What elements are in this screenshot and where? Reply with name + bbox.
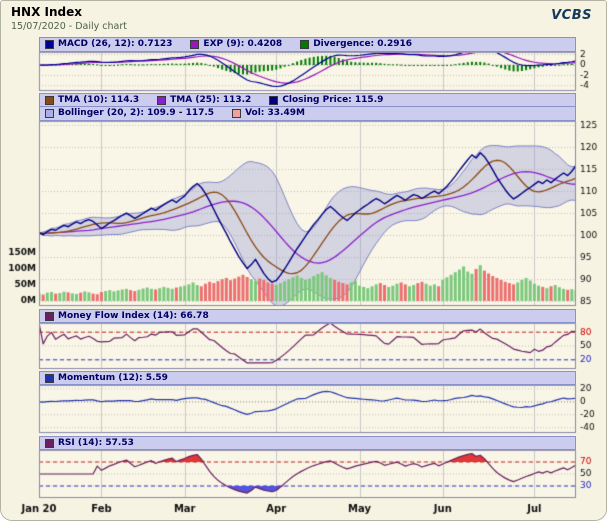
legend-swatch-icon bbox=[232, 109, 242, 118]
legend-label: RSI (14): 57.53 bbox=[58, 437, 134, 448]
legend-label: Bollinger (20, 2): 109.9 - 117.5 bbox=[58, 108, 215, 118]
rsi-legend-bar: RSI (14): 57.53 bbox=[39, 436, 576, 450]
legend-item: EXP (9): 0.4208 bbox=[190, 40, 282, 49]
legend-item: Vol: 33.49M bbox=[232, 109, 305, 118]
legend-item: RSI (14): 57.53 bbox=[45, 437, 134, 448]
chart-title: HNX Index bbox=[11, 5, 82, 19]
macd-legend-bar: MACD (26, 12): 0.7123 EXP (9): 0.4208 Dive… bbox=[39, 37, 576, 52]
legend-swatch-icon bbox=[45, 95, 54, 105]
momentum-legend-bar: Momentum (12): 5.59 bbox=[39, 371, 576, 385]
legend-label: Closing Price: 115.9 bbox=[282, 94, 384, 105]
legend-swatch-icon bbox=[157, 95, 167, 105]
legend-swatch-icon bbox=[45, 438, 54, 448]
legend-item: TMA (10): 114.3 bbox=[45, 94, 140, 105]
header: HNX Index 15/07/2020 - Daily chart bbox=[11, 5, 127, 32]
legend-swatch-icon bbox=[300, 40, 310, 49]
legend-item: Divergence: 0.2916 bbox=[300, 40, 412, 49]
legend-item: TMA (25): 113.2 bbox=[157, 94, 252, 105]
legend-label: Money Flow Index (14): 66.78 bbox=[58, 310, 209, 321]
price-legend-bar-2: Bollinger (20, 2): 109.9 - 117.5 Vol: 33.… bbox=[39, 106, 576, 121]
legend-label: TMA (10): 114.3 bbox=[58, 94, 140, 105]
legend-label: Divergence: 0.2916 bbox=[313, 39, 413, 49]
legend-swatch-icon bbox=[190, 40, 200, 49]
legend-swatch-icon bbox=[45, 373, 54, 383]
brand-logo: VCBS bbox=[551, 8, 592, 23]
legend-item: Money Flow Index (14): 66.78 bbox=[45, 310, 209, 321]
legend-label: EXP (9): 0.4208 bbox=[203, 39, 283, 49]
legend-item: Momentum (12): 5.59 bbox=[45, 372, 168, 383]
legend-item: Bollinger (20, 2): 109.9 - 117.5 bbox=[45, 109, 214, 118]
legend-item: MACD (26, 12): 0.7123 bbox=[45, 40, 172, 49]
legend-swatch-icon bbox=[45, 109, 54, 118]
mfi-legend-bar: Money Flow Index (14): 66.78 bbox=[39, 309, 576, 323]
legend-swatch-icon bbox=[45, 311, 54, 321]
legend-label: MACD (26, 12): 0.7123 bbox=[58, 39, 173, 49]
legend-item: Closing Price: 115.9 bbox=[269, 94, 384, 105]
legend-label: TMA (25): 113.2 bbox=[170, 94, 252, 105]
legend-swatch-icon bbox=[45, 40, 54, 49]
legend-label: Momentum (12): 5.59 bbox=[58, 372, 168, 383]
legend-swatch-icon bbox=[269, 95, 279, 105]
price-legend-bar-1: TMA (10): 114.3 TMA (25): 113.2 Closing Pr… bbox=[39, 93, 576, 107]
chart-subtitle: 15/07/2020 - Daily chart bbox=[11, 21, 127, 32]
legend-label: Vol: 33.49M bbox=[245, 108, 305, 118]
